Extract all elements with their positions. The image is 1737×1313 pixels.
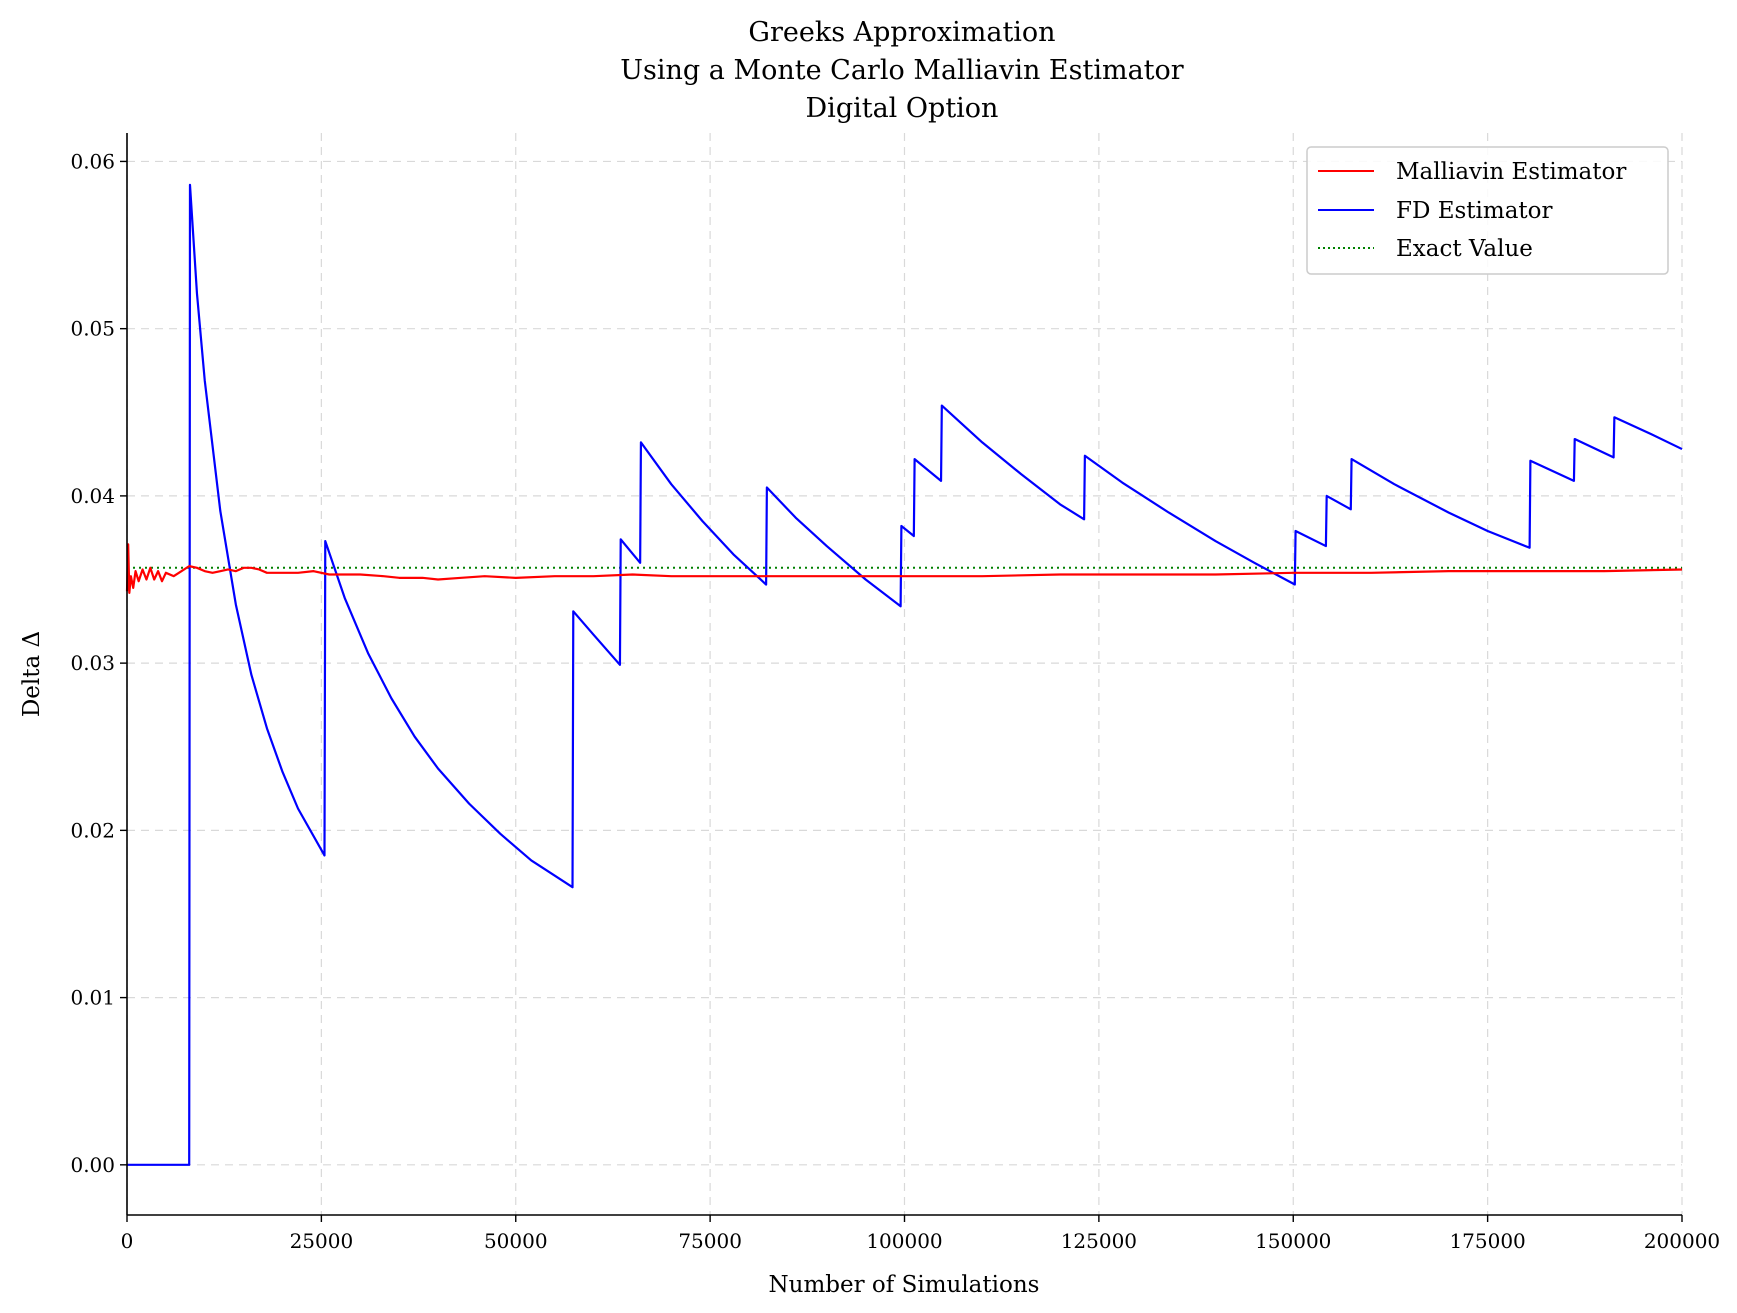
x-ticks: 0 25000 50000 75000 100000 125000 150000 175000… — [121, 1215, 1720, 1253]
x-axis-label: Number of Simulations — [769, 1272, 1040, 1298]
series-line-fd-estimator — [127, 183, 1683, 1166]
series-layer — [125, 183, 1683, 1166]
legend-label-exact: Exact Value — [1396, 236, 1533, 262]
y-tick-label: 0.01 — [70, 986, 115, 1010]
y-tick-label: 0.04 — [70, 484, 115, 508]
x-tick-label: 175000 — [1449, 1229, 1525, 1253]
series-line-malliavin-estimator — [125, 543, 1683, 594]
x-tick-label: 75000 — [678, 1229, 742, 1253]
x-tick-label: 100000 — [866, 1229, 942, 1253]
legend-box — [1306, 146, 1669, 275]
legend: Malliavin Estimator FD Estimator Exact V… — [1306, 146, 1669, 275]
y-tick-label: 0.00 — [70, 1153, 115, 1177]
title-line-2: Using a Monte Carlo Malliavin Estimator — [620, 55, 1183, 86]
chart-title: Greeks Approximation Using a Monte Carlo… — [620, 17, 1183, 124]
x-tick-label: 50000 — [484, 1229, 548, 1253]
x-tick-label: 0 — [121, 1229, 134, 1253]
y-ticks: 0.00 0.01 0.02 0.03 0.04 0.05 0.06 — [70, 149, 127, 1177]
y-tick-label: 0.03 — [70, 651, 115, 675]
x-tick-label: 150000 — [1255, 1229, 1331, 1253]
legend-label-malliavin: Malliavin Estimator — [1396, 159, 1626, 185]
title-line-1: Greeks Approximation — [748, 17, 1055, 48]
title-line-3: Digital Option — [806, 93, 999, 124]
y-tick-label: 0.06 — [70, 149, 115, 173]
x-tick-label: 125000 — [1061, 1229, 1137, 1253]
legend-label-fd: FD Estimator — [1396, 198, 1553, 224]
x-tick-label: 200000 — [1644, 1229, 1720, 1253]
y-axis-label: Delta Δ — [19, 631, 45, 717]
x-tick-label: 25000 — [290, 1229, 354, 1253]
y-tick-label: 0.02 — [70, 818, 115, 842]
y-tick-label: 0.05 — [70, 317, 115, 341]
